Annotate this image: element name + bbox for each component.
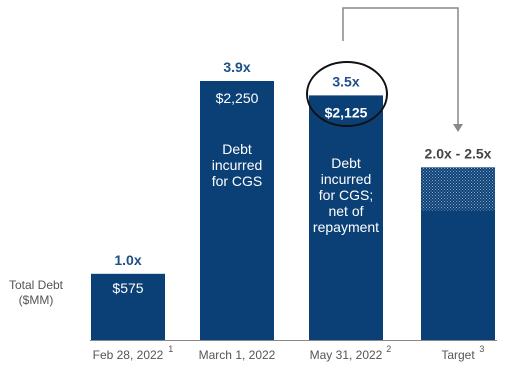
footnote-0: 1 xyxy=(168,344,173,354)
value-label-0: $575 xyxy=(112,280,143,296)
multiple-label-0: 1.0x xyxy=(114,252,141,268)
multiple-label-1: 3.9x xyxy=(223,59,250,75)
y-axis-label: Total Debt ($MM) xyxy=(9,278,64,307)
bar-0 xyxy=(91,273,165,340)
bar-note-2-0: Debt xyxy=(331,155,361,171)
value-label-1: $2,250 xyxy=(216,90,259,106)
category-label-3: Target xyxy=(441,348,475,362)
bar-note-2-2: for CGS; xyxy=(319,187,373,203)
category-label-0: Feb 28, 2022 xyxy=(93,348,164,362)
bar-1 xyxy=(200,81,274,340)
bar-note-1-1: incurred xyxy=(212,157,263,173)
y-axis-label-line1: Total Debt xyxy=(9,278,64,292)
multiple-label-3: 2.0x - 2.5x xyxy=(425,145,492,161)
bar-target-range xyxy=(421,167,495,211)
bar-2 xyxy=(309,95,383,340)
category-label-2: May 31, 2022 xyxy=(310,348,383,362)
footnote-3: 3 xyxy=(479,344,484,354)
category-label-1: March 1, 2022 xyxy=(199,348,276,362)
value-label-2: $2,125 xyxy=(325,104,368,120)
highlight-circle xyxy=(306,61,388,127)
arrow-head xyxy=(453,124,463,132)
bar-note-2-3: net of xyxy=(328,203,363,219)
bars-layer xyxy=(91,81,495,340)
multiple-label-2: 3.5x xyxy=(332,73,359,89)
bar-note-1-0: Debt xyxy=(222,141,252,157)
annotation-layer xyxy=(306,7,463,132)
footnote-2: 2 xyxy=(386,344,391,354)
bar-note-2-4: repayment xyxy=(313,219,379,235)
bar-target-base xyxy=(421,210,495,340)
arrow-line xyxy=(342,7,459,124)
bar-note-2-1: incurred xyxy=(321,171,372,187)
bar-note-1-2: for CGS xyxy=(212,173,263,189)
y-axis-label-line2: ($MM) xyxy=(19,293,54,307)
